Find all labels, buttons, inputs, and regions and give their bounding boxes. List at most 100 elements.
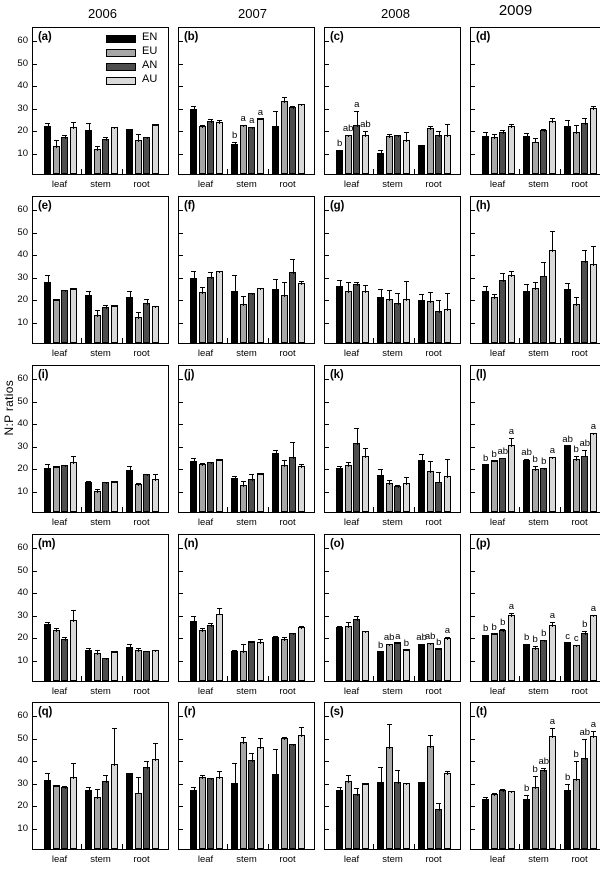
y-axis-tick (471, 379, 475, 381)
y-axis-tick (325, 491, 329, 493)
error-bar-cap (378, 289, 384, 291)
bar-en-root (418, 299, 426, 343)
error-bar (593, 106, 595, 110)
significance-letter: b (436, 636, 442, 648)
error-bar-cap (70, 455, 76, 457)
error-bar-cap (62, 135, 68, 137)
y-axis-tick (33, 570, 37, 572)
error-bar (292, 259, 294, 274)
bar-an-root (289, 457, 297, 512)
bar-au-leaf (215, 121, 223, 174)
bar-eu-root (134, 483, 142, 512)
y-axis-tick (179, 86, 183, 88)
bar-au-leaf (215, 613, 223, 681)
panel-tag: (h) (476, 200, 491, 212)
error-bar (105, 775, 107, 784)
legend-swatch-an (106, 63, 136, 71)
error-bar (380, 150, 382, 156)
significance-letter: ab (521, 447, 532, 459)
bar-eu-leaf (490, 296, 498, 343)
error-bar-cap (208, 778, 214, 780)
y-axis-tick (179, 761, 183, 763)
error-bar (356, 282, 358, 287)
significance-letter: a (354, 99, 360, 111)
bar-an-stem (394, 781, 402, 849)
x-axis-label-stem: stem (382, 348, 403, 359)
error-bar (292, 441, 294, 460)
bar-an-stem (102, 781, 110, 849)
error-bar (202, 774, 204, 779)
bar-au-stem (256, 118, 264, 174)
x-axis-label-leaf: leaf (197, 179, 214, 190)
error-bar-cap (127, 130, 133, 132)
bar-en-leaf (482, 634, 490, 681)
x-axis-tick (414, 338, 415, 343)
plot-area: 10 20 30 40 50 60 (17, 703, 168, 849)
error-bar (88, 648, 90, 652)
error-bar-cap (232, 649, 238, 651)
bar-en-leaf (44, 281, 52, 343)
error-bar-cap (427, 291, 433, 293)
bar-au-leaf (215, 458, 223, 512)
error-bar-cap (135, 648, 141, 650)
error-bar-cap (500, 629, 506, 631)
x-axis-tick (414, 507, 415, 512)
bar-au-leaf (69, 777, 77, 849)
error-bar-cap (573, 455, 579, 457)
x-axis-label-root: root (133, 179, 150, 190)
error-bar (284, 282, 286, 297)
y-axis-tick (325, 469, 329, 471)
bar-eu-leaf (198, 776, 206, 849)
chart-panel-o: (o) b ab a b ab ab b a (324, 534, 461, 682)
y-axis-tick (325, 401, 329, 403)
error-bar (146, 760, 148, 769)
y-axis-tick (33, 131, 37, 133)
bar-au-stem (548, 250, 556, 343)
bar-an-leaf (499, 457, 507, 512)
y-axis-tick (471, 41, 475, 43)
bar-an-leaf (353, 618, 361, 681)
error-bar-cap (524, 459, 530, 461)
error-bar (243, 481, 245, 488)
y-axis-tick (325, 277, 329, 279)
bar-an-root (581, 757, 589, 849)
error-bar-cap (216, 770, 222, 772)
error-bar-cap (111, 127, 117, 129)
significance-letter: b (500, 617, 506, 629)
error-bar (251, 752, 253, 763)
error-bar (502, 629, 504, 633)
error-bar-cap (565, 119, 571, 121)
y-axis-tick (33, 548, 37, 550)
bar-eu-leaf (490, 633, 498, 681)
error-bar (494, 293, 496, 299)
x-axis-label-leaf: leaf (197, 517, 214, 528)
y-axis-tick (471, 806, 475, 808)
y-axis-tick (325, 548, 329, 550)
error-bar-cap (427, 642, 433, 644)
bar-eu-stem (239, 303, 247, 343)
error-bar-cap (378, 468, 384, 470)
y-axis-tick (179, 255, 183, 257)
error-bar-cap (549, 622, 555, 624)
x-axis-label-root: root (279, 348, 296, 359)
significance-letter: b (482, 623, 489, 635)
error-bar-cap (508, 437, 514, 439)
bar-an-leaf (499, 790, 507, 849)
bar-eu-leaf (198, 463, 206, 512)
error-bar (114, 727, 116, 766)
error-bar (576, 760, 578, 782)
error-bar-cap (362, 448, 368, 450)
error-bar (219, 119, 221, 124)
error-bar-cap (436, 802, 442, 804)
bar-au-stem (548, 624, 556, 681)
bar-au-leaf (69, 288, 77, 343)
plot-area (179, 197, 314, 343)
error-bar (356, 111, 358, 128)
error-bar (284, 736, 286, 740)
bar-an-stem (540, 639, 548, 681)
bar-eu-stem (385, 299, 393, 343)
bar-en-stem (231, 291, 239, 343)
error-bar (275, 449, 277, 456)
y-axis-tick (179, 63, 183, 65)
